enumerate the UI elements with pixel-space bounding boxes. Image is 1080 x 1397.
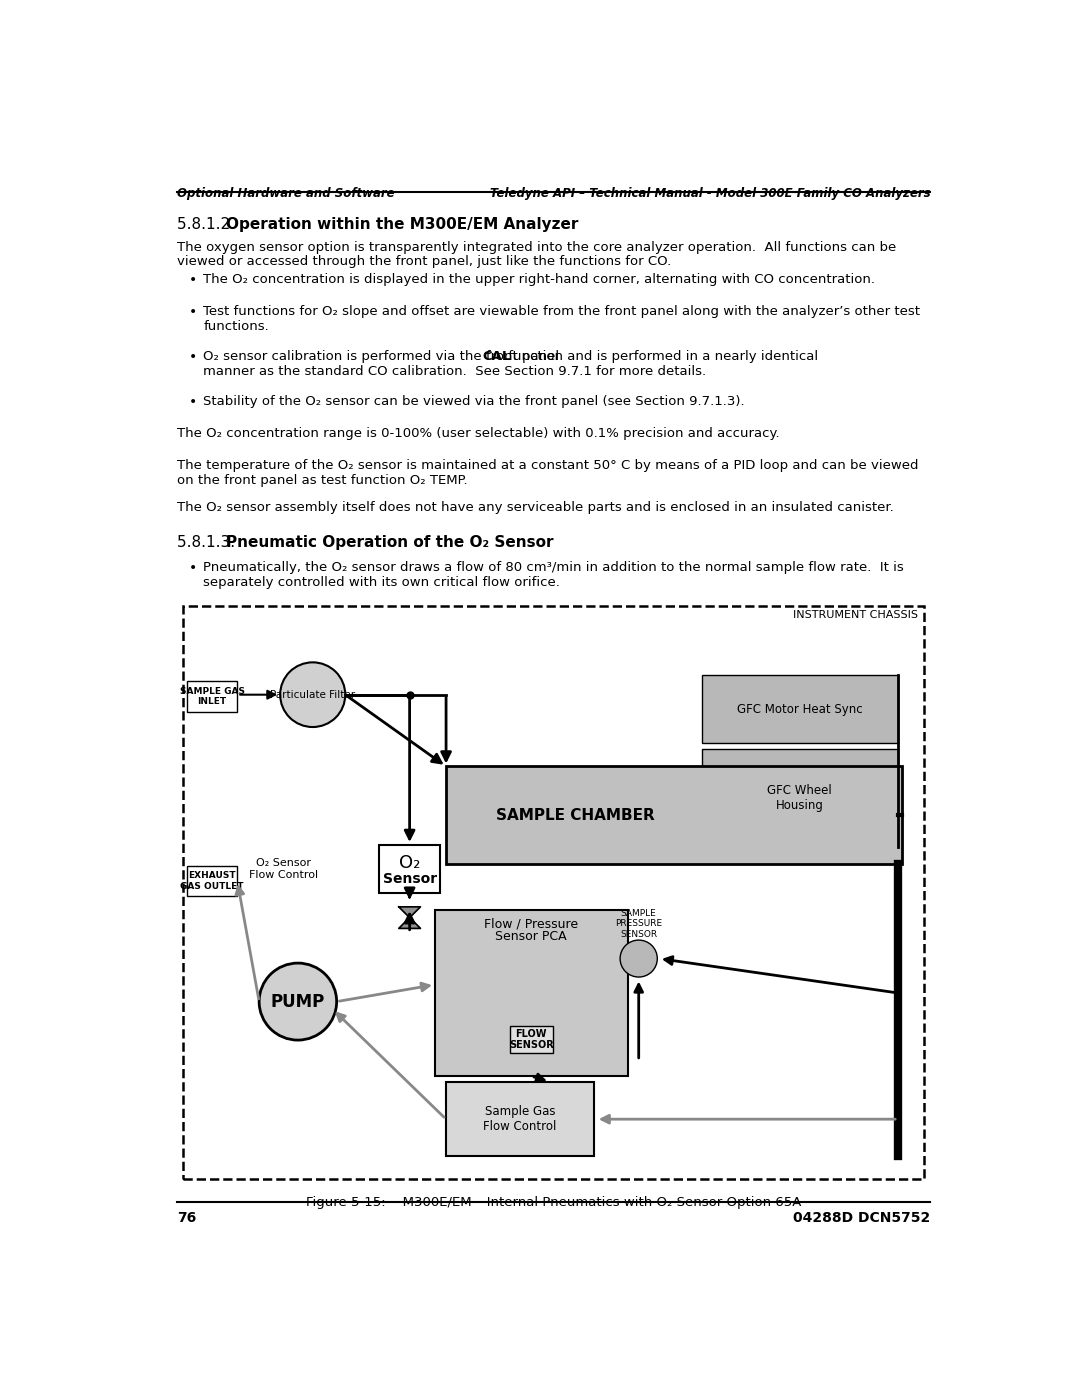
Text: Flow / Pressure: Flow / Pressure <box>484 918 578 930</box>
Bar <box>435 909 627 1076</box>
Text: Sensor PCA: Sensor PCA <box>496 930 567 943</box>
Text: Operation within the M300E/EM Analyzer: Operation within the M300E/EM Analyzer <box>226 217 578 232</box>
Text: GFC Wheel
Housing: GFC Wheel Housing <box>768 784 833 812</box>
Circle shape <box>620 940 658 977</box>
Circle shape <box>259 963 337 1041</box>
Text: 5.8.1.2.: 5.8.1.2. <box>177 217 240 232</box>
Bar <box>446 1081 594 1157</box>
Text: FLOW
SENSOR: FLOW SENSOR <box>509 1028 554 1051</box>
Text: Figure 5-15:    M300E/EM – Internal Pneumatics with O₂ Sensor Option 65A: Figure 5-15: M300E/EM – Internal Pneumat… <box>306 1196 801 1210</box>
Bar <box>510 1027 553 1053</box>
Text: manner as the standard CO calibration.  See Section 9.7.1 for more details.: manner as the standard CO calibration. S… <box>203 365 706 377</box>
Text: on the front panel as test function O₂ TEMP.: on the front panel as test function O₂ T… <box>177 474 468 488</box>
Text: GFC Motor Heat Sync: GFC Motor Heat Sync <box>737 703 863 715</box>
Text: SAMPLE GAS
INLET: SAMPLE GAS INLET <box>179 686 244 705</box>
Text: SAMPLE
PRESSURE
SENSOR: SAMPLE PRESSURE SENSOR <box>616 908 662 939</box>
Text: viewed or accessed through the front panel, just like the functions for CO.: viewed or accessed through the front pan… <box>177 256 671 268</box>
Bar <box>446 767 902 863</box>
Text: separately controlled with its own critical flow orifice.: separately controlled with its own criti… <box>203 576 561 588</box>
Bar <box>702 749 897 847</box>
Bar <box>187 680 238 711</box>
Text: •: • <box>189 562 198 576</box>
Text: O₂ Sensor
Flow Control: O₂ Sensor Flow Control <box>248 858 318 880</box>
Circle shape <box>280 662 346 726</box>
Text: EXHAUST
GAS OUTLET: EXHAUST GAS OUTLET <box>180 872 244 891</box>
Bar <box>702 675 897 743</box>
Text: PUMP: PUMP <box>271 993 325 1010</box>
Text: 5.8.1.3.: 5.8.1.3. <box>177 535 240 550</box>
Text: The oxygen sensor option is transparently integrated into the core analyzer oper: The oxygen sensor option is transparentl… <box>177 240 896 254</box>
Text: Stability of the O₂ sensor can be viewed via the front panel (see Section 9.7.1.: Stability of the O₂ sensor can be viewed… <box>203 395 745 408</box>
Text: 04288D DCN5752: 04288D DCN5752 <box>793 1211 930 1225</box>
Bar <box>187 866 238 897</box>
Text: Particulate Filter: Particulate Filter <box>270 690 355 700</box>
Text: 76: 76 <box>177 1211 197 1225</box>
Bar <box>379 845 440 893</box>
Text: O₂: O₂ <box>399 854 420 872</box>
Text: The O₂ sensor assembly itself does not have any serviceable parts and is enclose: The O₂ sensor assembly itself does not h… <box>177 502 893 514</box>
Text: function and is performed in a nearly identical: function and is performed in a nearly id… <box>504 351 819 363</box>
Text: The temperature of the O₂ sensor is maintained at a constant 50° C by means of a: The temperature of the O₂ sensor is main… <box>177 460 918 472</box>
Text: The O₂ concentration range is 0-100% (user selectable) with 0.1% precision and a: The O₂ concentration range is 0-100% (us… <box>177 427 780 440</box>
Text: Pneumatic Operation of the O₂ Sensor: Pneumatic Operation of the O₂ Sensor <box>226 535 553 550</box>
Bar <box>183 606 924 1179</box>
Text: The O₂ concentration is displayed in the upper right-hand corner, alternating wi: The O₂ concentration is displayed in the… <box>203 274 875 286</box>
Text: Optional Hardware and Software: Optional Hardware and Software <box>177 187 394 200</box>
Text: Pneumatically, the O₂ sensor draws a flow of 80 cm³/min in addition to the norma: Pneumatically, the O₂ sensor draws a flo… <box>203 562 904 574</box>
Text: CAL: CAL <box>483 351 511 363</box>
Text: •: • <box>189 395 198 409</box>
Text: Teledyne API – Technical Manual - Model 300E Family CO Analyzers: Teledyne API – Technical Manual - Model … <box>489 187 930 200</box>
Text: INSTRUMENT CHASSIS: INSTRUMENT CHASSIS <box>793 609 918 620</box>
Text: O₂ sensor calibration is performed via the front panel: O₂ sensor calibration is performed via t… <box>203 351 564 363</box>
Polygon shape <box>399 907 420 929</box>
Text: Sensor: Sensor <box>382 872 436 886</box>
Text: functions.: functions. <box>203 320 269 332</box>
Text: •: • <box>189 351 198 365</box>
Text: •: • <box>189 274 198 288</box>
Text: •: • <box>189 306 198 320</box>
Text: SAMPLE CHAMBER: SAMPLE CHAMBER <box>497 807 656 823</box>
Text: Test functions for O₂ slope and offset are viewable from the front panel along w: Test functions for O₂ slope and offset a… <box>203 306 920 319</box>
Text: Sample Gas
Flow Control: Sample Gas Flow Control <box>484 1105 557 1133</box>
